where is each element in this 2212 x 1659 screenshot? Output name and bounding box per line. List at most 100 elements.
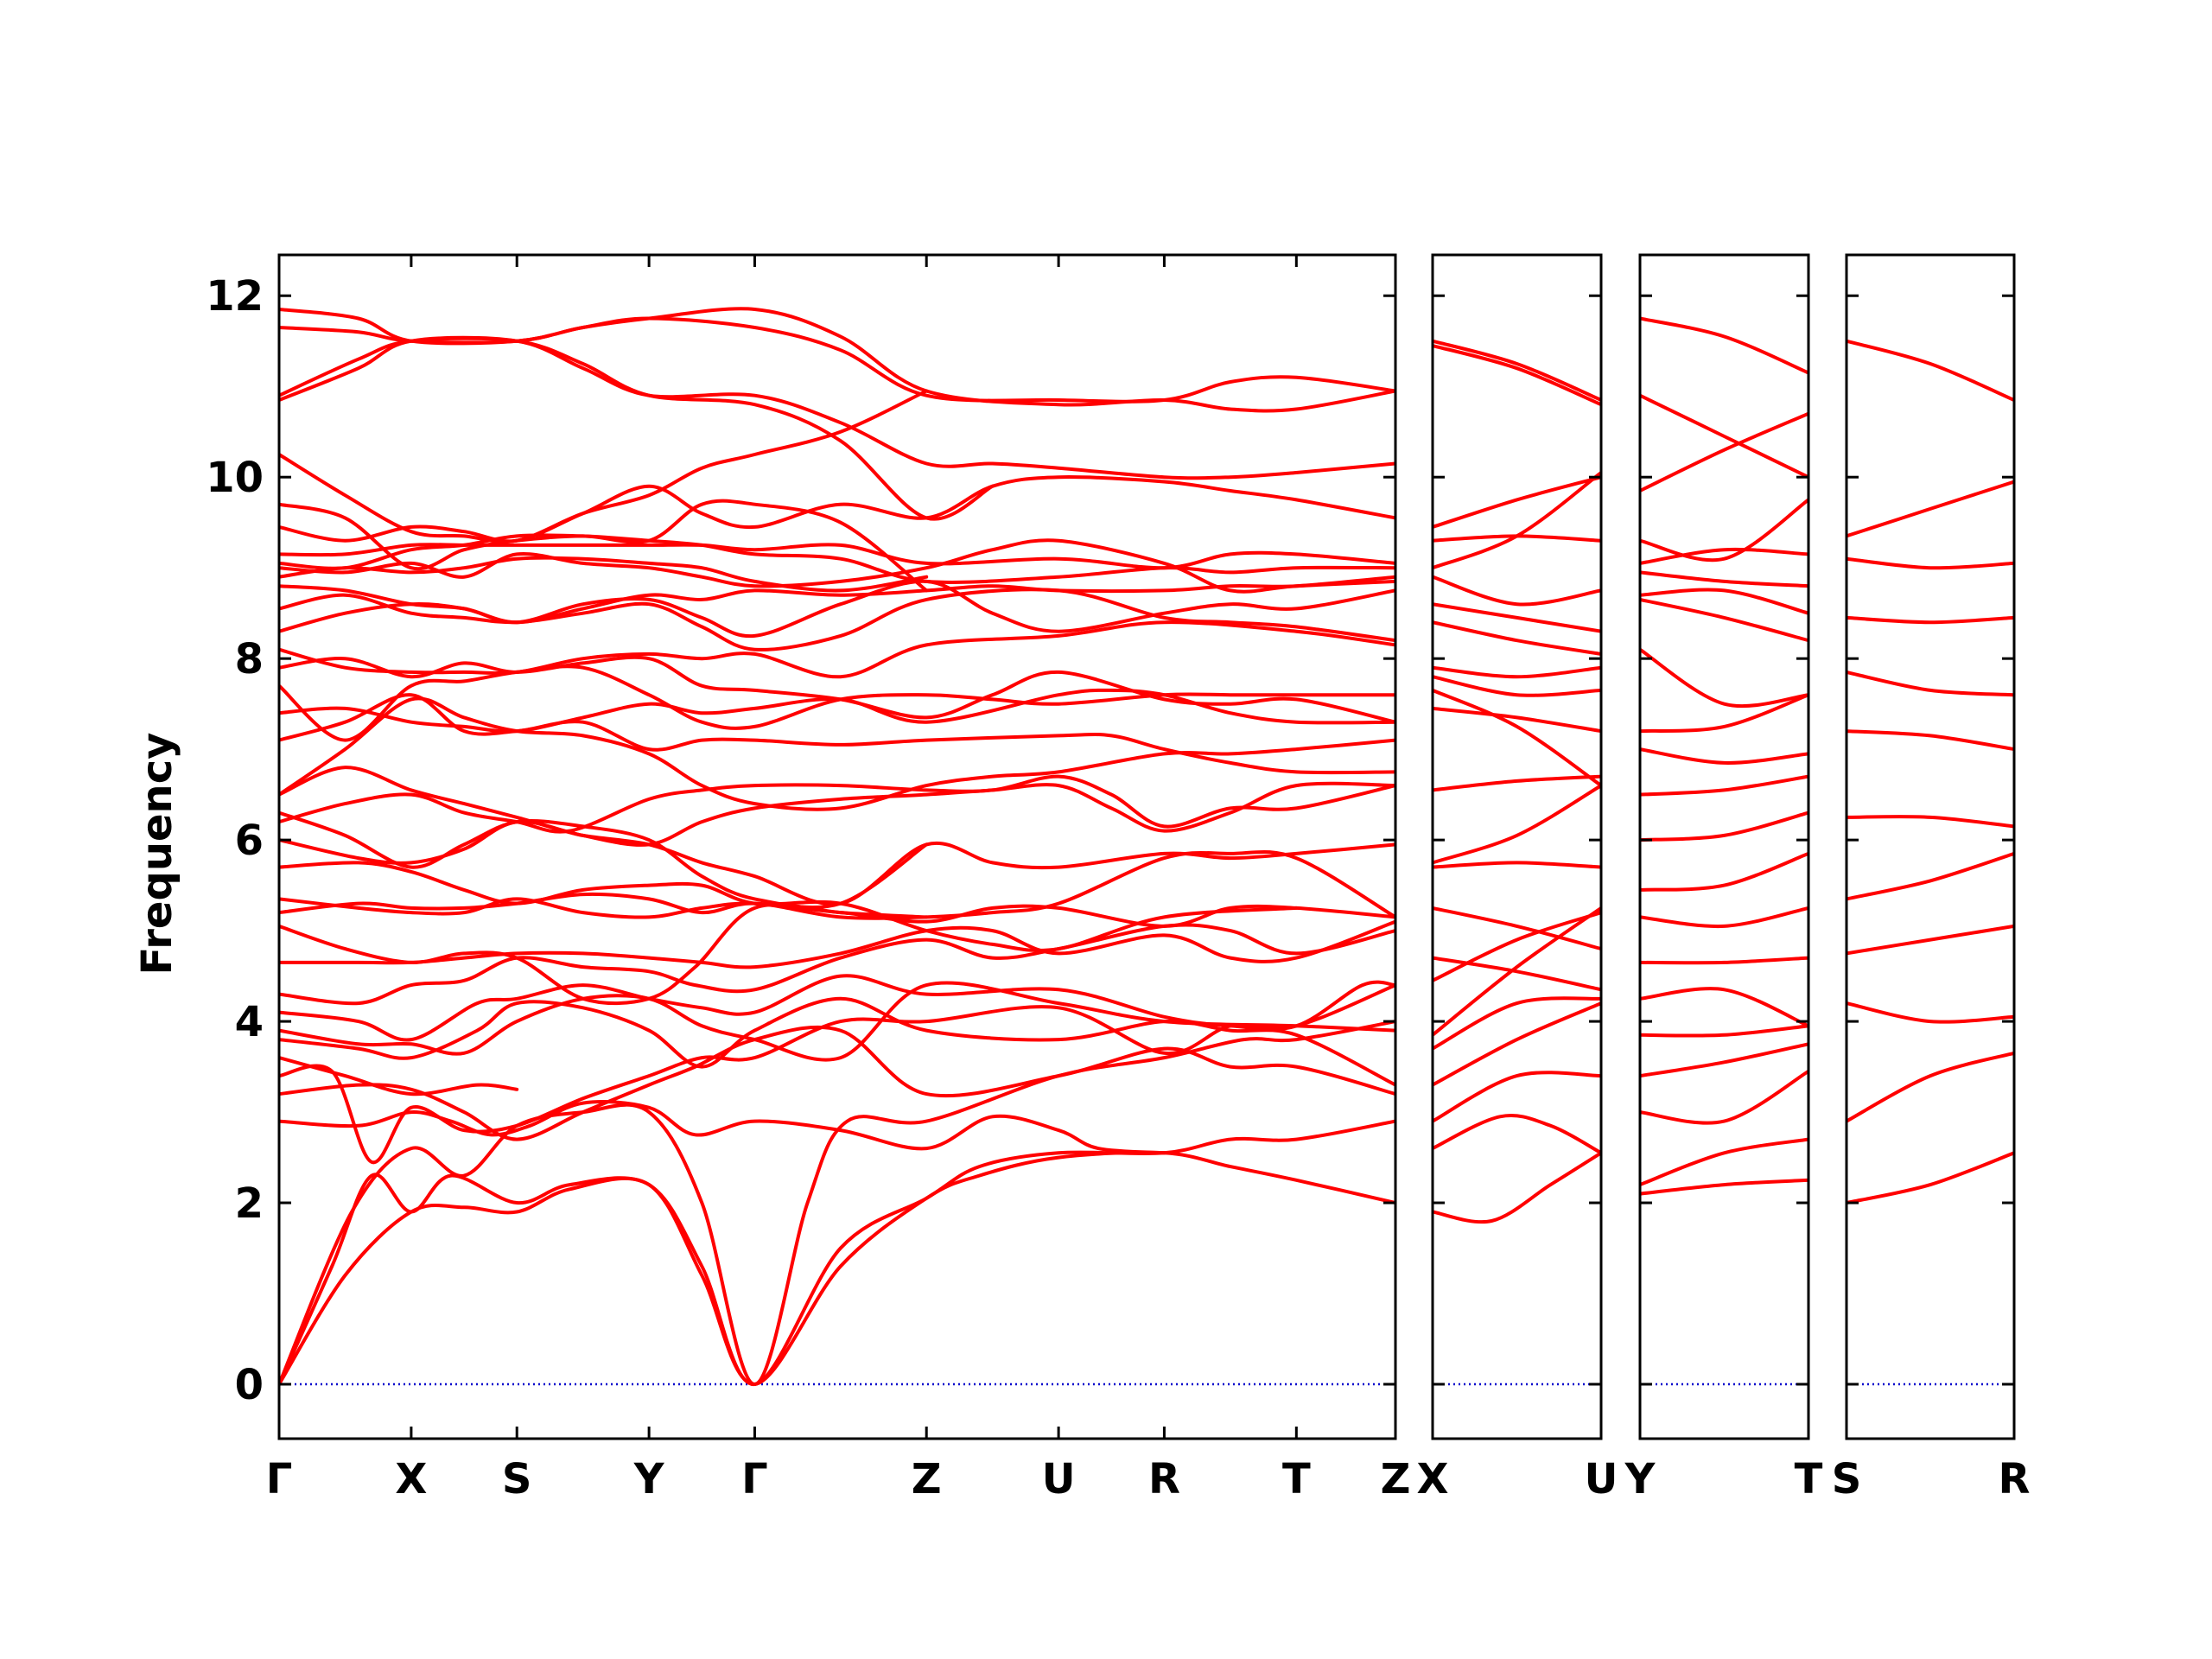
- phonon-band: [1433, 911, 1601, 982]
- phonon-band: [1847, 729, 2014, 752]
- phonon-band: [1640, 987, 1808, 1028]
- y-tick-label: 10: [206, 454, 264, 502]
- x-tick-label: U: [1042, 1455, 1076, 1503]
- band-group: [279, 307, 1395, 1387]
- phonon-band: [279, 766, 1395, 847]
- phonon-band: [1847, 1151, 2014, 1205]
- x-tick-label: R: [1148, 1455, 1180, 1503]
- phonon-band: [279, 1100, 1166, 1155]
- x-tick-label: Y: [1624, 1455, 1656, 1503]
- phonon-band: [279, 1056, 519, 1096]
- phonon-band: [1847, 615, 2014, 625]
- phonon-band: [279, 307, 1395, 413]
- phonon-band: [279, 861, 1299, 952]
- phonon-band: [279, 316, 1395, 404]
- phonon-band: [1433, 344, 1601, 407]
- phonon-band: [279, 1020, 1395, 1386]
- x-tick-label: Z: [912, 1455, 942, 1503]
- phonon-band: [1433, 665, 1601, 679]
- phonon-band: [1847, 924, 2014, 956]
- x-tick-label: Y: [633, 1455, 665, 1503]
- phonon-band: [1640, 498, 1808, 563]
- phonon-band: [1640, 393, 1808, 480]
- phonon-band: [1847, 815, 2014, 829]
- phonon-band: [1640, 1069, 1808, 1125]
- phonon-band: [1640, 647, 1808, 709]
- phonon-band: [279, 538, 1395, 594]
- phonon-band: [279, 774, 1395, 834]
- phonon-band: [1433, 1071, 1601, 1123]
- phonon-band: [279, 664, 1395, 742]
- phonon-band: [1640, 570, 1808, 588]
- phonon-band: [1433, 475, 1601, 529]
- y-axis-label: Frequency: [133, 733, 181, 976]
- phonon-band: [1433, 861, 1601, 869]
- phonon-band: [1433, 620, 1601, 656]
- x-tick-label: Γ: [266, 1455, 293, 1503]
- phonon-band: [1640, 597, 1808, 643]
- x-tick-label: T: [1795, 1455, 1823, 1503]
- x-tick-label: U: [1585, 1455, 1618, 1503]
- x-tick-label: X: [395, 1455, 427, 1503]
- phonon-band: [1640, 956, 1808, 965]
- phonon-band: [279, 810, 929, 910]
- phonon-band: [1640, 1178, 1808, 1196]
- phonon-band: [279, 389, 929, 543]
- x-tick-label: S: [1832, 1455, 1862, 1503]
- phonon-band: [1847, 851, 2014, 901]
- phonon-band: [1433, 774, 1601, 792]
- phonon-band: [279, 1150, 1395, 1387]
- phonon-band: [1640, 810, 1808, 842]
- phonon-band: [1433, 706, 1601, 734]
- y-tick-label: 4: [235, 998, 264, 1046]
- phonon-band: [1433, 688, 1601, 788]
- phonon-band: [1433, 906, 1601, 951]
- phonon-band: [1847, 670, 2014, 697]
- phonon-band: [1640, 1042, 1808, 1078]
- phonon-band: [1640, 547, 1808, 565]
- phonon-band: [1640, 1137, 1808, 1187]
- x-tick-label: Z: [1381, 1455, 1411, 1503]
- phonon-band: [279, 556, 929, 593]
- phonon-band: [1640, 747, 1808, 765]
- phonon-band: [1433, 996, 1601, 1051]
- x-tick-label: T: [1282, 1455, 1311, 1503]
- band-group: [1433, 339, 1601, 1224]
- x-tick-label: S: [502, 1455, 532, 1503]
- y-tick-label: 6: [235, 817, 264, 865]
- phonon-band: [279, 475, 1395, 543]
- phonon-band: [279, 588, 1395, 652]
- panel-frame: [1638, 253, 1810, 1440]
- phonon-band: [1640, 1024, 1808, 1038]
- phonon-band: [279, 923, 1395, 1006]
- phonon-band: [279, 575, 1395, 625]
- phonon-band: [1847, 1051, 2014, 1123]
- phonon-band: [279, 919, 1395, 969]
- phonon-band: [1640, 851, 1808, 892]
- phonon-band: [279, 819, 1395, 906]
- phonon-band: [279, 1025, 1395, 1141]
- phonon-band: [279, 974, 1395, 1042]
- x-tick-label: X: [1416, 1455, 1448, 1503]
- phonon-band: [1433, 602, 1601, 633]
- band-group: [1847, 339, 2014, 1205]
- x-tick-label: R: [1999, 1455, 2031, 1503]
- phonon-band: [279, 655, 1395, 724]
- panel-frame: [277, 253, 1397, 1440]
- phonon-band: [279, 336, 995, 521]
- phonon-band: [1847, 339, 2014, 402]
- band-group: [1640, 316, 1808, 1196]
- phonon-band: [279, 983, 1395, 1165]
- panel-frame: [1431, 253, 1603, 1440]
- phonon-band: [1433, 1114, 1601, 1155]
- phonon-band: [279, 981, 1395, 1062]
- phonon-band: [1433, 956, 1601, 992]
- phonon-band: [1433, 906, 1601, 1037]
- phonon-band: [1433, 1001, 1601, 1087]
- phonon-band: [1433, 1151, 1601, 1224]
- phonon-band: [1433, 675, 1601, 697]
- phonon-band: [279, 620, 1395, 679]
- phonon-band: [279, 499, 929, 593]
